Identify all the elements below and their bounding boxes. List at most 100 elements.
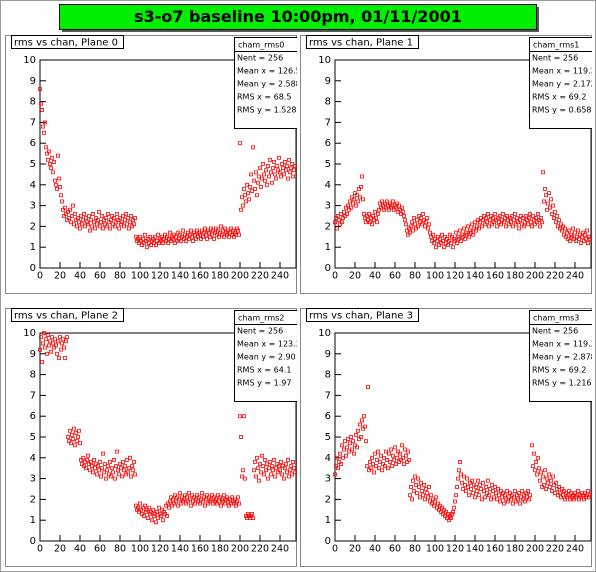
marker: [79, 457, 83, 462]
marker: [59, 193, 63, 198]
marker: [506, 499, 510, 504]
marker: [207, 495, 211, 500]
marker: [536, 212, 540, 216]
marker: [352, 451, 356, 456]
marker: [288, 170, 292, 175]
marker: [94, 462, 98, 466]
marker: [376, 449, 380, 454]
marker: [181, 499, 185, 504]
marker: [257, 478, 261, 483]
marker: [547, 191, 551, 196]
marker: [511, 224, 515, 229]
marker: [159, 239, 163, 243]
marker: [149, 243, 153, 248]
marker: [194, 497, 198, 502]
marker: [514, 499, 518, 504]
marker: [283, 466, 287, 471]
x-tick-label: 240: [566, 544, 584, 555]
marker: [125, 222, 129, 227]
marker: [57, 356, 61, 360]
marker: [494, 218, 498, 223]
marker: [209, 226, 213, 231]
marker: [250, 189, 254, 193]
marker: [344, 453, 348, 458]
marker: [384, 205, 388, 210]
marker: [508, 216, 512, 220]
marker: [555, 214, 559, 218]
marker: [247, 514, 251, 518]
x-tick-label: 140: [466, 544, 484, 555]
marker: [358, 422, 362, 427]
marker: [498, 214, 502, 218]
marker: [418, 220, 422, 225]
y-tick-label: 2: [30, 494, 36, 505]
marker: [522, 493, 526, 498]
marker: [564, 491, 568, 496]
marker: [461, 487, 465, 491]
marker: [138, 501, 142, 506]
marker: [213, 230, 217, 235]
marker: [568, 239, 572, 243]
marker: [394, 205, 398, 210]
marker: [348, 441, 352, 446]
marker: [480, 497, 484, 502]
marker: [339, 212, 343, 216]
marker: [447, 518, 451, 523]
marker: [78, 441, 82, 446]
stats-name: cham_rms3: [533, 314, 579, 323]
marker: [126, 470, 130, 475]
marker: [575, 234, 579, 239]
marker: [227, 503, 231, 508]
marker: [488, 218, 492, 223]
marker: [579, 495, 583, 500]
stats-frame: [529, 37, 592, 129]
marker: [482, 489, 486, 493]
marker: [549, 197, 553, 202]
marker: [579, 241, 583, 245]
marker: [556, 224, 560, 229]
marker: [577, 497, 581, 502]
marker: [101, 226, 105, 231]
marker: [279, 460, 283, 464]
marker: [368, 460, 372, 464]
marker: [440, 505, 444, 510]
marker: [268, 157, 272, 162]
marker: [204, 497, 208, 502]
marker: [173, 493, 177, 498]
marker: [436, 234, 440, 239]
marker: [377, 207, 381, 212]
marker: [558, 491, 562, 496]
marker: [113, 224, 117, 229]
marker: [118, 462, 122, 466]
marker: [440, 232, 444, 237]
marker: [131, 218, 135, 223]
marker: [68, 428, 72, 433]
stats-box: cham_rms3 Nent = 256 Mean x = 119.3 Mean y …: [529, 310, 592, 402]
y-tick-label: 6: [325, 138, 331, 149]
marker: [459, 239, 463, 243]
marker: [216, 493, 220, 498]
marker: [232, 501, 236, 506]
marker: [251, 516, 255, 521]
marker: [387, 207, 391, 212]
marker: [356, 199, 360, 204]
marker: [214, 226, 218, 231]
marker: [546, 480, 550, 485]
marker: [64, 339, 68, 344]
marker: [186, 230, 190, 235]
marker: [565, 230, 569, 235]
marker: [497, 493, 501, 498]
marker: [341, 455, 345, 460]
marker: [512, 495, 516, 500]
marker: [223, 501, 227, 506]
marker: [98, 460, 102, 464]
marker: [528, 493, 532, 498]
marker: [370, 222, 374, 227]
marker: [573, 491, 577, 496]
marker: [473, 495, 477, 500]
marker: [358, 195, 362, 200]
marker: [380, 468, 384, 473]
marker: [200, 491, 204, 496]
marker: [233, 230, 237, 235]
marker: [277, 155, 281, 160]
